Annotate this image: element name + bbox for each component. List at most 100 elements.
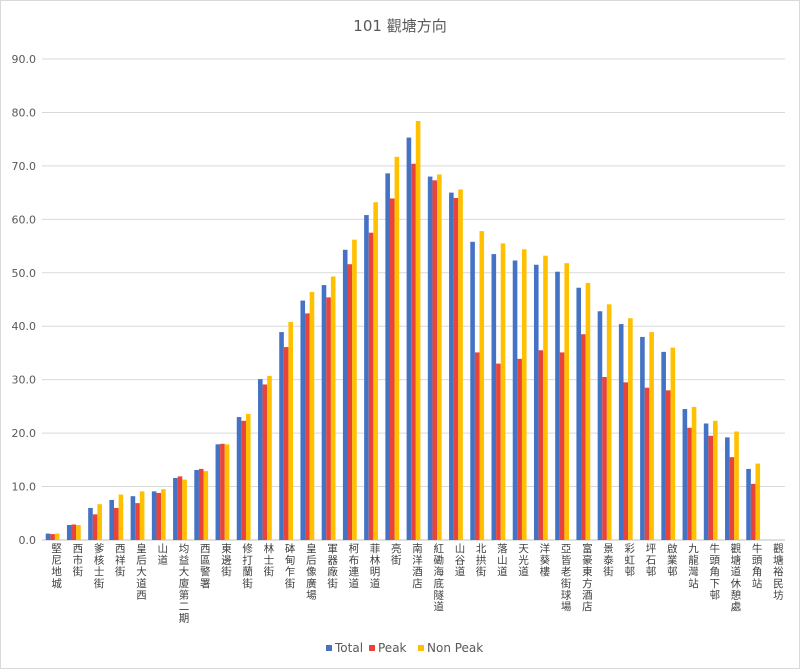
bar-peak (71, 524, 77, 540)
x-category-label: 觀塘道休憩處 (731, 543, 742, 613)
bar-total (533, 264, 539, 540)
x-category-label: 堅尼地城 (51, 543, 62, 590)
x-category-label: 啟業邨 (667, 542, 678, 578)
y-tick-label: 60.0 (12, 213, 37, 226)
x-category-label: 坪石邨 (646, 542, 657, 578)
bar-peak (220, 443, 225, 540)
bar-peak (347, 264, 353, 540)
bar-peak (623, 382, 629, 540)
bar-peak (177, 476, 183, 540)
bar-non-peak (161, 489, 166, 540)
x-category-label: 砵甸乍街 (285, 543, 296, 590)
y-tick-label: 10.0 (12, 481, 37, 494)
bar-total (555, 271, 560, 540)
x-category-label: 彩虹邨 (625, 543, 636, 578)
bar-total (576, 287, 582, 540)
legend-swatch (418, 645, 424, 651)
x-category-label: 九龍灣站 (688, 543, 699, 590)
x-category-label: 牛頭角下邨 (709, 542, 720, 601)
chart-title: 101 觀塘方向 (353, 17, 446, 35)
legend-label: Peak (378, 641, 407, 655)
bar-total (194, 469, 199, 540)
bar-peak (432, 180, 438, 540)
bar-peak (411, 163, 416, 541)
bar-peak (687, 427, 692, 540)
bar-peak (368, 232, 374, 540)
bar-peak (708, 435, 713, 540)
bar-non-peak (245, 413, 251, 540)
bar-peak (92, 514, 98, 540)
bar-total (746, 468, 751, 540)
x-category-label: 山道 (158, 543, 169, 567)
bar-peak (389, 198, 395, 541)
bar-total (491, 254, 497, 541)
y-axis-ticks: 0.0 10.0 20.0 30.0 40.0 50.0 60.0 70.0 80.0 90.0 (12, 53, 37, 547)
bars (45, 120, 761, 541)
bar-peak (453, 197, 459, 540)
x-category-label: 富豪東方酒店 (582, 542, 593, 613)
bar-peak (729, 457, 735, 540)
x-category-label: 柯布連道 (349, 542, 360, 590)
bar-non-peak (437, 174, 442, 540)
bar-non-peak (118, 494, 124, 540)
x-category-label: 亞皆老街球場 (561, 543, 572, 613)
bar-total (470, 241, 475, 540)
bar-total (342, 249, 348, 540)
bar-non-peak (394, 156, 400, 540)
x-category-label: 山谷道 (455, 543, 466, 578)
bar-total (236, 417, 242, 540)
bar-non-peak (670, 347, 676, 540)
bar-total (321, 285, 327, 540)
x-category-label: 林士街 (264, 542, 275, 578)
bar-non-peak (755, 463, 761, 540)
bar-non-peak (373, 202, 378, 540)
y-tick-label: 90.0 (12, 53, 37, 66)
y-tick-label: 30.0 (12, 374, 37, 387)
bar-peak (262, 384, 268, 540)
bar-non-peak (713, 420, 718, 540)
bar-peak (135, 503, 140, 540)
bar-non-peak (224, 444, 230, 540)
x-category-label: 景泰街 (603, 543, 614, 578)
x-category-label: 均益大廈第二期 (179, 543, 190, 625)
bar-non-peak (267, 375, 272, 540)
x-category-label: 皇后大道西 (136, 542, 147, 601)
legend: Total Peak Non Peak (326, 641, 483, 655)
bar-total (364, 215, 369, 540)
bar-non-peak (479, 231, 485, 540)
bar-total (597, 311, 603, 540)
bar-total (512, 260, 518, 540)
x-category-label: 菲林明道 (370, 543, 381, 590)
bar-non-peak (628, 318, 633, 540)
bar-non-peak (500, 243, 506, 540)
bar-peak (156, 492, 162, 540)
bar-non-peak (649, 332, 654, 540)
bar-non-peak (288, 321, 294, 540)
bar-peak (559, 352, 565, 540)
bar-total (427, 176, 433, 541)
x-category-label: 修打蘭街 (242, 542, 253, 590)
bar-non-peak (691, 406, 697, 540)
gridlines (42, 58, 785, 541)
legend-label: Total (334, 641, 363, 655)
legend-swatch (326, 645, 332, 651)
bar-total (300, 300, 306, 540)
x-category-label: 爹核士街 (94, 542, 105, 590)
bar-non-peak (458, 189, 463, 540)
bar-total (88, 507, 93, 540)
bar-non-peak (203, 471, 209, 540)
bar-non-peak (606, 304, 612, 540)
x-category-label: 西祥街 (115, 543, 126, 578)
bar-peak (644, 387, 650, 540)
bar-total (725, 437, 730, 540)
x-category-label: 紅磡海底隧道 (433, 543, 444, 613)
bar-total (151, 491, 157, 540)
bar-total (385, 173, 390, 541)
bar-peak (496, 363, 501, 540)
y-tick-label: 40.0 (12, 320, 37, 333)
bar-peak (602, 376, 607, 540)
bar-non-peak (543, 255, 548, 541)
bar-peak (538, 350, 544, 540)
